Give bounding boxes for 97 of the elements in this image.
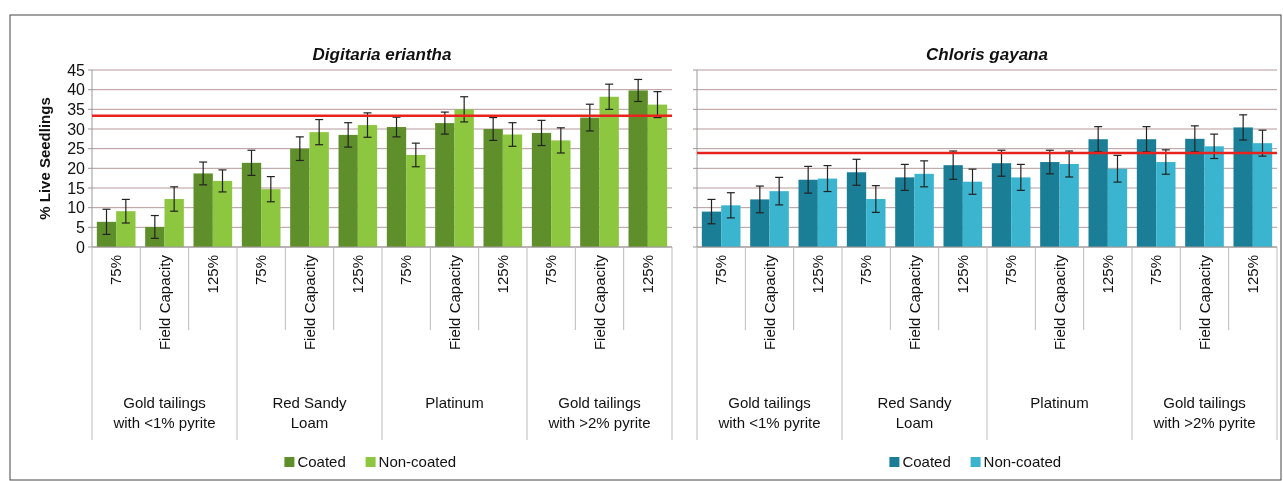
bar [580, 117, 600, 247]
bar [551, 140, 571, 247]
bar [290, 148, 310, 247]
x-tick-label: 125% [204, 255, 222, 294]
legend-label: Non-coated [378, 453, 457, 471]
bar [1136, 139, 1157, 247]
text: Red Sandy Loam [877, 394, 953, 431]
bar [116, 211, 136, 247]
bar [1185, 138, 1205, 247]
text: Gold tailings with >2% pyrite [547, 394, 651, 431]
bar [531, 132, 552, 247]
bar [599, 96, 619, 247]
bar [261, 189, 281, 247]
bar [96, 221, 117, 247]
bar [386, 127, 407, 247]
x-tick-label: 125% [349, 255, 367, 294]
legend-label: Coated [902, 453, 951, 471]
text: Red Sandy Loam [272, 394, 348, 431]
y-tick-label: 25 [67, 140, 86, 158]
x-tick-label: Field Capacity [445, 254, 463, 351]
bar [817, 178, 838, 247]
x-tick-label: 75% [712, 255, 730, 286]
bar [1156, 162, 1176, 247]
bar [241, 162, 262, 247]
y-tick-label: 5 [76, 218, 86, 236]
x-tick-label: 75% [857, 255, 875, 286]
legend-label: Non-coated [983, 453, 1062, 471]
x-tick-label: 125% [1099, 255, 1117, 294]
bar [701, 211, 722, 247]
bar [1233, 127, 1253, 247]
legend-label: Coated [297, 453, 346, 471]
bar [357, 125, 378, 247]
bar [145, 226, 165, 247]
text: Platinum [425, 394, 484, 411]
bar [406, 154, 426, 247]
y-tick-label: 40 [67, 81, 86, 99]
x-tick-label: 125% [1244, 255, 1262, 294]
bar [502, 134, 523, 247]
y-tick-label: 15 [67, 179, 86, 197]
bar [1040, 162, 1060, 247]
x-tick-label: 125% [494, 255, 512, 294]
bar [212, 180, 233, 247]
bar [1059, 164, 1079, 247]
x-tick-label: 75% [107, 255, 125, 286]
y-tick-label: 45 [67, 61, 86, 79]
bar [914, 173, 934, 247]
y-tick-label: 10 [67, 199, 86, 217]
bar [721, 205, 741, 247]
chart-title: Chloris gayana [926, 45, 1048, 64]
y-tick-label: 30 [67, 120, 86, 138]
x-tick-label: Field Capacity [590, 254, 608, 351]
bar [962, 181, 983, 247]
x-tick-label: 75% [1002, 255, 1020, 286]
x-tick-label: 125% [809, 255, 827, 294]
bar [866, 199, 886, 247]
bar [454, 109, 474, 247]
y-tick-label: 20 [67, 159, 86, 177]
y-tick-label: 35 [67, 100, 86, 118]
bar [647, 104, 668, 247]
x-tick-label: 75% [397, 255, 415, 286]
x-tick-label: Field Capacity [300, 254, 318, 351]
chart-title: Digitaria eriantha [312, 45, 452, 64]
bar [338, 134, 358, 247]
bar [1107, 168, 1128, 247]
bar [943, 165, 963, 247]
x-tick-label: 75% [1147, 255, 1165, 286]
bar [309, 132, 329, 247]
bar [628, 90, 648, 247]
bar [164, 199, 184, 247]
bar [769, 191, 789, 247]
text: Gold tailings with <1% pyrite [112, 394, 216, 431]
y-axis-title: % Live Seedlings [36, 97, 53, 220]
x-tick-label: Field Capacity [1050, 254, 1068, 351]
x-tick-label: 125% [639, 255, 657, 294]
text: Platinum [1030, 394, 1089, 411]
bar [1011, 177, 1031, 247]
x-tick-label: Field Capacity [1195, 254, 1213, 351]
y-tick-label: 0 [76, 238, 86, 256]
bar [1252, 143, 1273, 247]
bar [895, 177, 915, 247]
x-tick-label: Field Capacity [905, 254, 923, 351]
bar [991, 163, 1012, 247]
x-tick-label: 75% [252, 255, 270, 286]
x-tick-label: 125% [954, 255, 972, 294]
bar [435, 123, 455, 247]
bar [750, 199, 770, 247]
x-tick-label: 75% [542, 255, 560, 286]
text: Gold tailings with <1% pyrite [717, 394, 821, 431]
x-tick-label: Field Capacity [155, 254, 173, 351]
text: Gold tailings with >2% pyrite [1152, 394, 1256, 431]
bar [846, 172, 867, 247]
bar [483, 129, 503, 247]
bar [193, 173, 213, 247]
bar [798, 179, 818, 247]
x-tick-label: Field Capacity [760, 254, 778, 351]
bar [1204, 146, 1224, 247]
bar [1088, 139, 1108, 247]
